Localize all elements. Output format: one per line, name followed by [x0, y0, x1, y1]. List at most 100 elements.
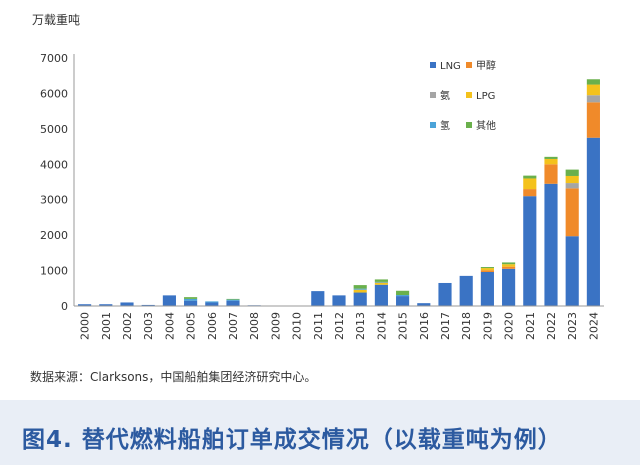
y-tick-label: 7000	[40, 52, 68, 65]
bar-segment	[438, 282, 452, 306]
bar-segment	[141, 304, 155, 306]
bar-segment	[565, 183, 579, 189]
bar-segment	[396, 295, 410, 297]
bar-segment	[396, 290, 410, 296]
x-tick-label: 2003	[142, 312, 155, 340]
bar-segment	[586, 137, 600, 306]
bar-segment	[184, 298, 198, 301]
bar-segment	[565, 175, 579, 184]
x-tick-label: 2022	[545, 312, 558, 340]
bar-segment	[586, 79, 600, 85]
bar-segment	[565, 169, 579, 176]
bar-segment	[226, 300, 240, 306]
bar-segment	[523, 175, 537, 179]
bar-segment	[99, 304, 113, 306]
bar-segment	[544, 158, 558, 165]
y-tick-label: 6000	[40, 87, 68, 100]
chart-card: 万载重吨 0 1000 2000 3000 4000 5000 6000 7000 2000 2…	[0, 0, 640, 400]
x-tick-label: 2013	[354, 312, 367, 340]
x-tick-label: 2009	[269, 312, 282, 340]
bar-segment	[226, 299, 240, 301]
bar-segment	[417, 303, 431, 306]
y-tick-label: 1000	[40, 265, 68, 278]
source-note: 数据来源：Clarksons，中国船舶集团经济研究中心。	[30, 370, 317, 384]
legend-swatch	[430, 62, 436, 68]
y-tick-label: 3000	[40, 194, 68, 207]
bar-segment	[544, 156, 558, 159]
legend-label: LPG	[476, 91, 495, 102]
bar-segment	[374, 279, 388, 282]
x-tick-label: 2010	[291, 312, 304, 340]
bar-segment	[459, 275, 473, 306]
x-tick-label: 2002	[121, 312, 134, 340]
x-axis: 2000 2001 2002 2003 2004 2005 2006 2007 2008 2009…	[74, 305, 604, 340]
bar-segment	[523, 189, 537, 197]
legend-swatch	[466, 92, 472, 98]
bar-segment	[374, 282, 388, 285]
x-tick-label: 2019	[481, 312, 494, 340]
bar-segment	[586, 95, 600, 103]
bar-segment	[523, 196, 537, 306]
x-tick-label: 2020	[503, 312, 516, 340]
bar-segment	[544, 183, 558, 306]
bar-segment	[586, 102, 600, 138]
legend-swatch	[430, 92, 436, 98]
legend-label: LNG	[440, 61, 461, 72]
bar-segment	[502, 264, 516, 267]
bar-segment	[502, 266, 516, 269]
bar-segment	[396, 296, 410, 306]
x-tick-label: 2014	[375, 312, 388, 340]
x-tick-label: 2001	[100, 312, 113, 340]
y-tick-label: 4000	[40, 158, 68, 171]
legend-label: 氢	[440, 119, 450, 132]
bar-segment	[565, 188, 579, 237]
x-tick-label: 2006	[206, 312, 219, 340]
bar-segment	[184, 297, 198, 299]
bar-segment	[311, 291, 325, 306]
bar-segment	[480, 267, 494, 269]
legend-swatch	[430, 122, 436, 128]
y-tick-label: 2000	[40, 229, 68, 242]
legend-label: 其他	[476, 119, 496, 132]
bar-segment	[502, 268, 516, 306]
x-tick-label: 2012	[333, 312, 346, 340]
y-axis: 0 1000 2000 3000 4000 5000 6000 7000	[40, 52, 75, 313]
bar-segment	[205, 301, 219, 303]
x-tick-label: 2008	[248, 312, 261, 340]
x-tick-label: 2023	[566, 312, 579, 340]
bar-segment	[374, 281, 388, 283]
caption-bar	[0, 400, 640, 465]
legend-label: 氨	[440, 89, 450, 102]
bar-segment	[480, 271, 494, 306]
bar-segment	[480, 268, 494, 271]
x-tick-label: 2017	[439, 312, 452, 340]
x-tick-label: 2004	[163, 312, 176, 340]
bar-segment	[226, 298, 240, 300]
bar-segment	[205, 302, 219, 306]
x-tick-label: 2005	[185, 312, 198, 340]
bar-segment	[353, 292, 367, 306]
x-tick-label: 2015	[397, 312, 410, 340]
x-tick-label: 2000	[79, 312, 92, 340]
x-tick-label: 2021	[524, 312, 537, 340]
bar-segment	[586, 84, 600, 96]
y-tick-label: 0	[61, 300, 68, 313]
x-tick-label: 2018	[460, 312, 473, 340]
bar-segment	[502, 262, 516, 265]
bar-segment	[332, 295, 346, 306]
bar-segment	[353, 289, 367, 293]
figure-caption: 图4. 替代燃料船舶订单成交情况（以载重吨为例）	[22, 427, 562, 453]
bar-segment	[374, 284, 388, 306]
bars	[78, 79, 600, 307]
legend-swatch	[466, 122, 472, 128]
bar-segment	[162, 295, 176, 306]
bar-segment	[184, 300, 198, 306]
y-axis-unit-label: 万载重吨	[32, 13, 80, 27]
x-tick-label: 2016	[418, 312, 431, 340]
legend-swatch	[466, 62, 472, 68]
x-tick-label: 2007	[227, 312, 240, 340]
bar-segment	[78, 304, 92, 306]
bar-segment	[480, 270, 494, 272]
bar-segment	[353, 285, 367, 289]
